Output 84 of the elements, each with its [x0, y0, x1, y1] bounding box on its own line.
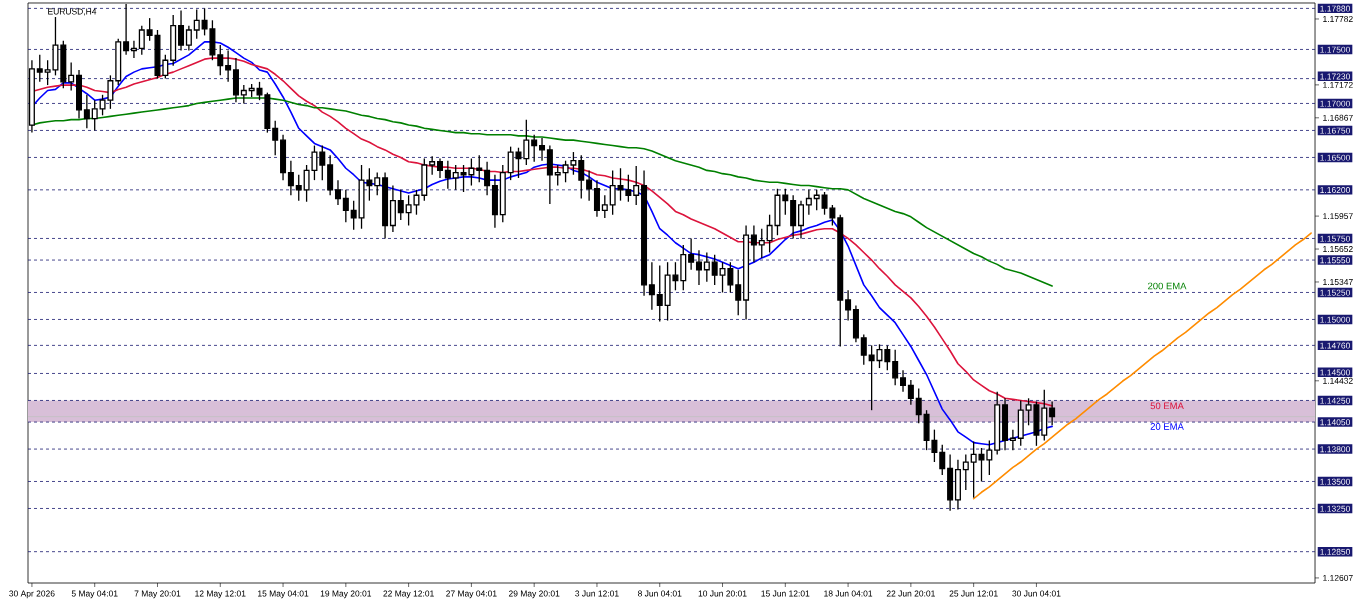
ref-line-label: 1.14250 [1320, 397, 1350, 404]
text: 200 EMA [1148, 282, 1187, 290]
ref-line-label: 1.14500 [1320, 369, 1350, 376]
x-tick-label: 10 Jun 20:01 [698, 590, 747, 597]
candlestick [641, 169, 648, 297]
candlestick [695, 249, 702, 286]
y-tick-label: 1.17782 [1323, 15, 1353, 22]
ref-line-label: 1.17500 [1320, 46, 1350, 53]
candlestick [586, 169, 593, 202]
candlestick [389, 184, 396, 233]
candlestick [593, 179, 600, 218]
candlestick [327, 154, 334, 196]
candlestick [743, 224, 750, 321]
ref-line-label: 1.16500 [1320, 154, 1350, 161]
candlestick [444, 160, 451, 190]
x-tick-label: 3 Jun 12:01 [575, 590, 619, 597]
candlestick [688, 237, 695, 271]
ref-line-label: 1.15250 [1320, 289, 1350, 296]
candlestick [539, 137, 546, 162]
y-tick-label: 1.12607 [1323, 574, 1353, 581]
x-tick-label: 30 Jun 04:01 [1012, 590, 1061, 597]
candlestick [83, 94, 90, 129]
x-tick-label: 15 Jun 12:01 [761, 590, 810, 597]
ref-line-label: 1.16750 [1320, 127, 1350, 134]
candlestick [648, 261, 655, 311]
x-tick-label: 12 May 12:01 [195, 590, 246, 599]
x-tick-label: 30 Apr 2026 [9, 590, 55, 599]
x-tick-label: 29 May 20:01 [508, 590, 560, 599]
candlestick [546, 144, 553, 205]
ref-line-label: 1.13800 [1320, 446, 1350, 453]
text: 50 EMA [1150, 402, 1184, 410]
y-tick-label: 1.16867 [1323, 114, 1353, 121]
candlestick [907, 379, 914, 406]
ref-line-label: 1.17880 [1320, 5, 1350, 12]
candlestick [1002, 397, 1009, 451]
ref-line-label: 1.14760 [1320, 342, 1350, 349]
candlestick [225, 49, 232, 83]
candlestick [947, 453, 954, 512]
x-tick-label: 22 Jun 20:01 [886, 590, 935, 597]
ref-line-label: 1.13250 [1320, 505, 1350, 512]
ref-line-label: 1.16200 [1320, 187, 1350, 194]
candlestick [852, 304, 859, 343]
text: 20 EMA [1150, 423, 1184, 430]
y-tick-label: 1.15347 [1323, 278, 1353, 285]
y-tick-label: 1.15957 [1323, 213, 1353, 220]
candlestick [954, 459, 961, 511]
candlestick [287, 160, 294, 196]
candlestick [232, 57, 239, 104]
text: EURUSD,H4 [48, 8, 97, 16]
y-tick-label: 1.14432 [1323, 377, 1353, 384]
candlestick [280, 134, 287, 181]
y-tick-label: 1.17172 [1323, 81, 1353, 88]
ref-line-label: 1.15750 [1320, 235, 1350, 242]
ref-line-label: 1.15000 [1320, 316, 1350, 323]
candlestick [491, 174, 498, 229]
ref-line-label: 1.12850 [1320, 548, 1350, 555]
candlestick [750, 224, 757, 263]
x-tick-label: 27 May 04:01 [446, 590, 497, 599]
ref-line-label: 1.13500 [1320, 478, 1350, 485]
y-tick-label: 1.15652 [1323, 246, 1353, 253]
candlestick [185, 25, 192, 52]
candlestick [76, 69, 83, 120]
candlestick [900, 369, 907, 393]
candlestick [437, 157, 444, 179]
x-tick-label: 19 May 20:01 [320, 590, 372, 599]
candlestick [797, 200, 805, 240]
x-tick-label: 5 May 04:01 [71, 590, 118, 599]
x-tick-label: 18 Jun 04:01 [824, 590, 873, 597]
x-tick-label: 7 May 20:01 [134, 590, 181, 599]
candlestick [334, 179, 341, 206]
ref-line-label: 1.17230 [1320, 73, 1350, 80]
x-tick-label: 15 May 04:01 [258, 590, 309, 599]
ref-line-label: 1.15550 [1320, 257, 1350, 264]
ref-line-label: 1.17000 [1320, 100, 1350, 107]
x-tick-label: 25 Jun 12:01 [949, 590, 998, 597]
ref-line-label: 1.14050 [1320, 419, 1350, 426]
candlestick [845, 289, 852, 322]
candlestick [178, 9, 185, 52]
candlestick [382, 171, 389, 240]
x-tick-label: 8 Jun 04:01 [637, 590, 682, 597]
candlestick [484, 161, 491, 196]
candlestick [1049, 400, 1056, 426]
candlestick [130, 40, 137, 59]
x-tick-label: 22 May 12:01 [383, 590, 434, 599]
